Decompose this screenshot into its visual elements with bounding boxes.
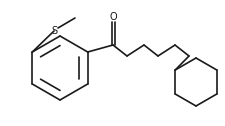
Text: O: O [109,12,117,22]
Text: S: S [51,26,57,36]
